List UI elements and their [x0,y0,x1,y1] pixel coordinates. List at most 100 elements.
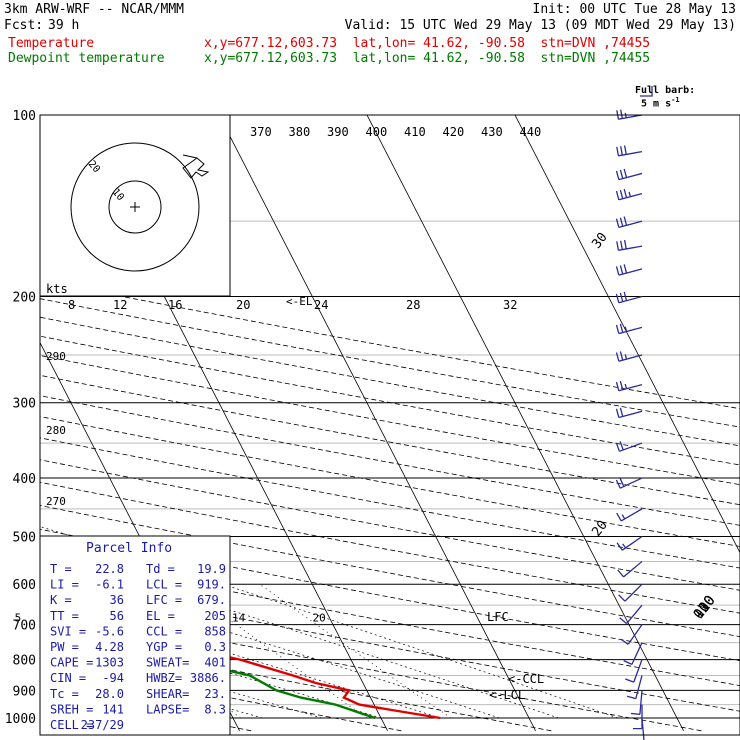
hodograph-trace [182,157,210,179]
dry-adiabat [40,578,740,712]
parcel-param-value: 0.3 [204,640,226,654]
dewpoint-profile [40,637,376,720]
barb-key-unit: 5 m s-1 [641,96,680,110]
wind-barb [620,624,643,645]
wind-barb [615,264,643,276]
lfc-marker-label: LFC [487,610,509,624]
parcel-param-value: 141 [102,702,124,716]
hodograph-axis-tick: 16 [168,298,182,312]
moist-adiabat [40,598,441,719]
parcel-param-value: 237/29 [81,718,124,732]
parcel-param-label: TT = [50,609,79,623]
parcel-param-value: -94 [102,671,124,685]
location-info-dewpoint: x,y=677.12,603.73 lat,lon= 41.62, -90.58… [204,51,651,66]
hodograph-axis-tick: 12 [113,298,127,312]
barb-key-symbol [640,86,653,97]
parcel-param-label: T = [50,562,72,576]
wind-barb [623,642,643,665]
forecast-label: Fcst: [4,18,44,33]
wind-barb [615,291,643,304]
theta-label: 430 [481,125,503,139]
wind-barb [615,441,643,452]
parcel-param-value: 56 [110,609,124,623]
parcel-param-label: EL = [146,609,175,623]
hodograph-axis-tick: 20 [236,298,250,312]
pressure-tick-label: 500 [13,530,36,545]
parcel-param-value: 3886. [190,671,226,685]
parcel-param-value: 19.9 [197,562,226,576]
parcel-param-label: LCL = [146,578,182,592]
parcel-param-value: 23. [204,687,226,701]
parcel-param-value: 919. [197,578,226,592]
pressure-tick-label: 300 [13,397,36,412]
hodograph-axis-label: kts [46,282,68,296]
wind-barb [618,583,643,602]
theta-label: 370 [250,125,272,139]
hodograph-axis-tick: 24 [314,298,328,312]
legend-temperature: Temperature [8,36,95,51]
parcel-param-label: YGP = [146,640,182,654]
theta-label: 390 [327,125,349,139]
wind-barb [616,239,643,251]
dry-adiabat-label: 290 [46,350,66,363]
ccl-marker-label: <-CCL [508,672,544,686]
wind-barb [615,168,643,181]
wind-barb [615,351,643,362]
pressure-tick-label: 600 [13,578,36,593]
hodograph-axis-tick: 32 [503,298,517,312]
dry-adiabat [40,528,740,662]
parcel-param-label: SHEAR= [146,687,189,701]
parcel-param-label: HWBZ= [146,671,182,685]
wind-barb [615,477,643,489]
parcel-param-label: PW = [50,640,79,654]
location-info-temperature: x,y=677.12,603.73 lat,lon= 41.62, -90.58… [204,36,651,51]
wind-barb [615,188,643,201]
parcel-param-value: 8.3 [204,702,226,716]
isotherm-line [218,115,536,731]
wind-barb [615,380,643,392]
parcel-param-value: 1303 [95,656,124,670]
mixing-ratio-line [180,583,368,719]
dry-adiabat-label: 270 [46,495,66,508]
wind-barb [625,659,643,683]
temperature-profile [40,607,441,720]
plot-frame [39,114,740,736]
parcel-param-value: 36 [110,593,124,607]
dry-adiabat [40,335,740,466]
mixing-ratio-label: 20 [313,612,326,625]
wind-barb [626,675,643,700]
parcel-param-value: 679. [197,593,226,607]
parcel-info-title: Parcel Info [86,541,172,556]
hodograph-axis-tick: 28 [406,298,420,312]
el-marker-label: <-EL [286,295,313,308]
pressure-tick-label: 800 [13,654,36,669]
parcel-info-box [39,535,231,736]
theta-label: 410 [404,125,426,139]
theta-label: 400 [366,125,388,139]
wind-barb [616,508,643,522]
parcel-param-value: 22.8 [95,562,124,576]
parcel-param-value: 28.0 [95,687,124,701]
hodograph-ring [108,180,162,234]
forecast-hour: 39 h [48,18,80,33]
hodograph-axis-tick: 8 [68,298,75,312]
lcl-marker-label: <-LCL [489,688,525,702]
parcel-param-value: 401 [204,656,226,670]
wind-barb [616,535,643,551]
parcel-param-label: SWEAT= [146,656,189,670]
parcel-param-label: CCL = [146,624,182,638]
model-title: 3km ARW-WRF -- NCAR/MMM [4,2,185,17]
parcel-param-label: LFC = [146,593,182,607]
wind-barb [619,604,643,625]
pressure-tick-label: 700 [13,619,36,634]
parcel-param-label: CAPE = [50,656,93,670]
wind-barb [615,216,643,229]
pressure-tick-label: 400 [13,472,36,487]
pressure-tick-label: 1000 [5,712,36,727]
mixing-ratio-label: 5 [15,612,22,625]
wind-barb [617,560,643,578]
parcel-param-label: LI = [50,578,79,592]
wind-barb [630,690,643,715]
